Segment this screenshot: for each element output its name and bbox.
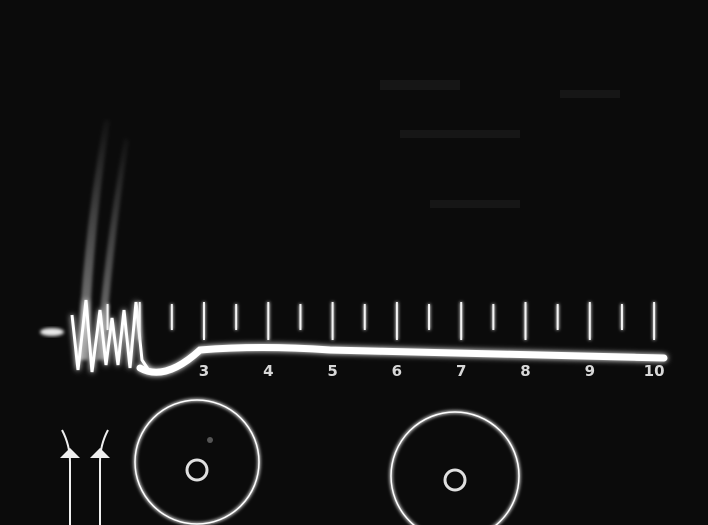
scale-label: 3 bbox=[199, 362, 209, 380]
scale-label: 6 bbox=[392, 362, 402, 380]
decay-trace bbox=[136, 344, 668, 376]
scale-label: 8 bbox=[520, 362, 530, 380]
scale-label: 10 bbox=[644, 362, 665, 380]
faint-ghost-marks bbox=[380, 80, 620, 208]
trace-oscillation bbox=[70, 299, 152, 373]
scale-label: 4 bbox=[263, 362, 273, 380]
scale-label: 5 bbox=[327, 362, 337, 380]
ring-right bbox=[389, 410, 521, 525]
trace-start-dot bbox=[40, 328, 64, 336]
scale-labels: 3 4 5 6 7 8 9 10 bbox=[199, 362, 665, 380]
scale-label: 9 bbox=[585, 362, 595, 380]
scale-label: 7 bbox=[456, 362, 466, 380]
scale-ticks-sharp bbox=[106, 302, 656, 340]
arrow-markers bbox=[60, 429, 110, 525]
ring-left bbox=[133, 398, 261, 525]
